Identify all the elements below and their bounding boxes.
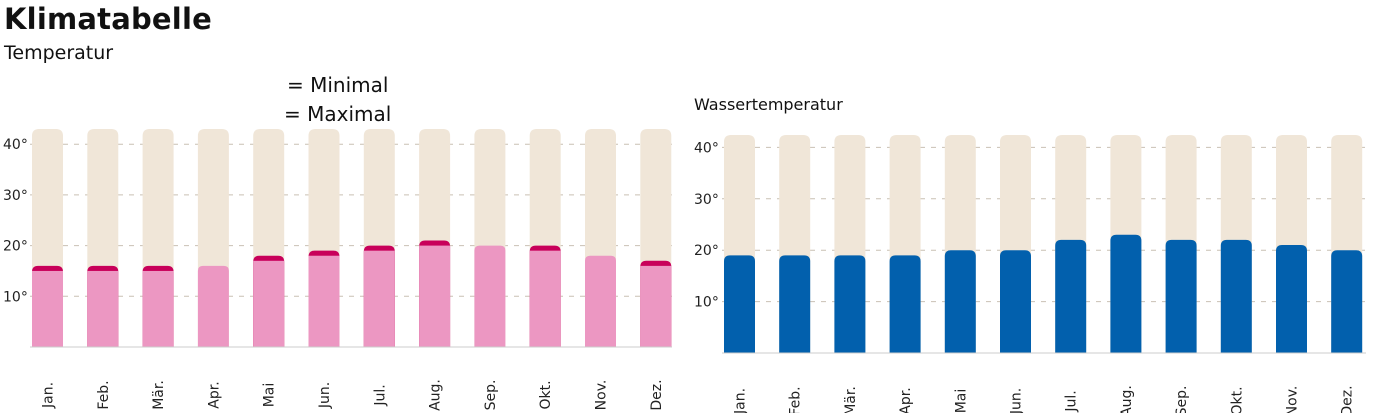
month-label: Mär. <box>843 386 859 413</box>
month-label: Sep. <box>483 380 499 411</box>
bar-water <box>779 255 811 353</box>
bar-water <box>724 255 755 353</box>
bar-minimal <box>197 265 229 347</box>
bar-minimal <box>32 270 63 347</box>
y-tick-label: 20° <box>3 239 28 255</box>
bar-minimal <box>253 260 285 347</box>
month-label: Mai <box>262 383 278 408</box>
month-label: Okt. <box>1229 386 1245 413</box>
month-label: Nov. <box>594 380 610 411</box>
bar-water <box>889 255 921 353</box>
month-label: Jan. <box>41 382 57 409</box>
page-subtitle: Temperatur <box>4 42 114 64</box>
bar-water <box>944 250 976 353</box>
month-label: Jul. <box>372 384 388 406</box>
water-chart-title: Wassertemperatur <box>694 95 843 114</box>
month-label: Mai <box>953 389 969 413</box>
bar-minimal <box>142 270 174 347</box>
bar-minimal <box>585 255 616 347</box>
month-label: Jan. <box>733 388 749 413</box>
y-tick-label: 40° <box>694 140 719 156</box>
month-label: Aug. <box>428 379 444 411</box>
y-tick-label: 10° <box>694 295 719 311</box>
bar-water <box>1331 250 1363 353</box>
bar-minimal <box>474 245 506 347</box>
page-title: Klimatabelle <box>4 2 212 36</box>
month-label: Nov. <box>1285 386 1301 413</box>
month-label: Okt. <box>538 380 554 409</box>
month-label: Aug. <box>1119 385 1135 413</box>
bar-water <box>1276 245 1307 353</box>
bar-water <box>1220 239 1252 353</box>
bar-minimal <box>87 270 119 347</box>
month-label: Feb. <box>96 380 112 409</box>
bar-water <box>1110 234 1142 353</box>
month-label: Jun. <box>317 382 333 409</box>
bar-water <box>834 255 866 353</box>
month-label: Dez. <box>649 379 665 410</box>
month-label: Mär. <box>151 380 167 410</box>
air-temperature-chart: 10° 20° 30° 40° Jan. Feb. Mär. Apr. Mai Jun. Jul. A… <box>3 129 672 411</box>
bar-minimal <box>640 265 672 347</box>
bar-minimal <box>308 255 340 347</box>
bar-minimal <box>419 245 451 347</box>
month-label: Jul. <box>1064 390 1080 412</box>
bar-water <box>1055 239 1087 353</box>
y-tick-label: 40° <box>3 137 28 153</box>
y-tick-label: 30° <box>694 192 719 208</box>
month-label: Apr. <box>206 381 222 408</box>
bar-water <box>1165 239 1197 353</box>
y-tick-label: 20° <box>694 243 719 259</box>
month-label: Feb. <box>788 386 804 413</box>
bar-minimal <box>529 250 561 347</box>
y-tick-label: 30° <box>3 188 28 204</box>
month-label: Jun. <box>1009 388 1025 413</box>
bar-water <box>1000 250 1031 353</box>
legend-minimal: = Minimal <box>287 73 388 97</box>
water-temperature-chart: 10° 20° 30° 40° Jan. Feb. Mär. Apr. Mai Jun. Jul. A… <box>694 135 1366 413</box>
month-label: Dez. <box>1340 385 1356 413</box>
y-tick-label: 10° <box>3 289 28 305</box>
bar-minimal <box>363 250 395 347</box>
month-label: Apr. <box>898 387 914 413</box>
month-label: Sep. <box>1174 386 1190 413</box>
legend-maximal: = Maximal <box>284 102 391 126</box>
